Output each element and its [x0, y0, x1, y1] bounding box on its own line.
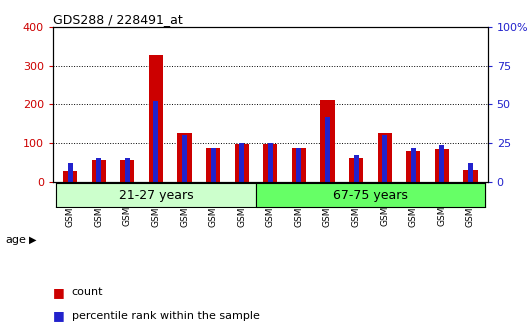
Text: age: age [5, 235, 26, 245]
Bar [206, 148, 220, 182]
Bar [120, 160, 135, 182]
Bar [463, 170, 478, 182]
Bar [68, 163, 73, 182]
Text: ■: ■ [53, 286, 65, 299]
Text: count: count [72, 287, 103, 297]
Bar [382, 135, 387, 182]
Bar [268, 143, 273, 182]
Text: percentile rank within the sample: percentile rank within the sample [72, 311, 259, 321]
Bar [153, 101, 158, 182]
Text: ▶: ▶ [29, 235, 37, 245]
Bar [263, 144, 277, 182]
Text: GDS288 / 228491_at: GDS288 / 228491_at [53, 13, 183, 26]
Bar [296, 148, 302, 182]
Bar [125, 159, 130, 182]
Bar [411, 148, 416, 182]
Text: 21-27 years: 21-27 years [119, 188, 193, 202]
Bar [292, 148, 306, 182]
Bar [256, 183, 485, 207]
Bar [435, 149, 449, 182]
Bar [325, 117, 330, 182]
Bar [406, 151, 420, 182]
Bar [149, 55, 163, 182]
Bar [96, 159, 101, 182]
Bar [182, 135, 187, 182]
Bar [235, 144, 249, 182]
Text: ■: ■ [53, 309, 65, 322]
Bar [320, 100, 334, 182]
Bar [178, 133, 192, 182]
Bar [354, 155, 359, 182]
Bar [63, 171, 77, 182]
Bar [92, 160, 106, 182]
Bar [349, 159, 363, 182]
Bar [377, 133, 392, 182]
Bar [210, 148, 216, 182]
Bar [468, 163, 473, 182]
Bar [439, 144, 444, 182]
Bar [239, 143, 244, 182]
Bar [56, 183, 256, 207]
Text: 67-75 years: 67-75 years [333, 188, 408, 202]
